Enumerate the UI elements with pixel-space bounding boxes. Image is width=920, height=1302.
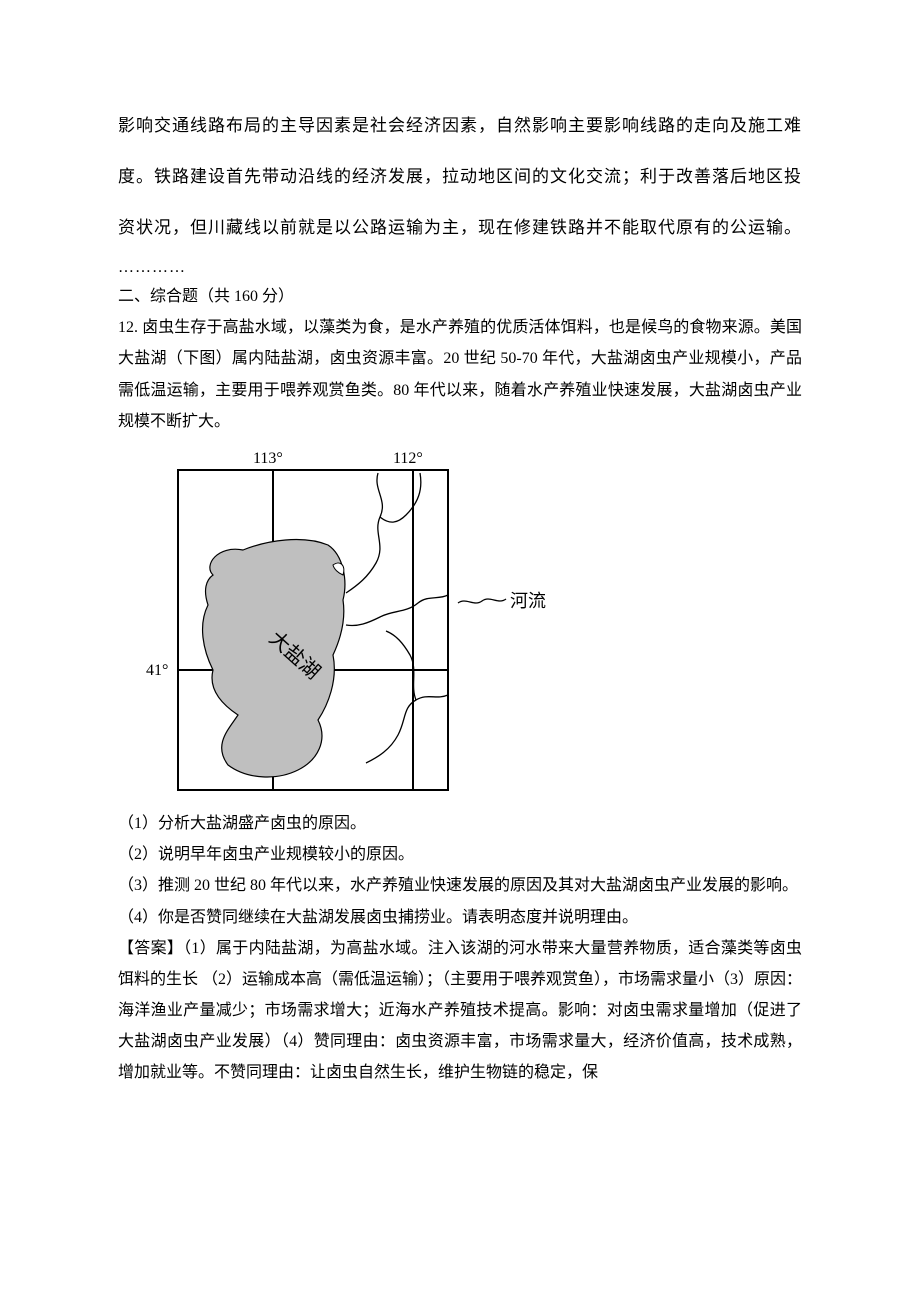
q12-sub3: （3）推测 20 世纪 80 年代以来，水产养殖业快速发展的原因及其对大盐湖卤虫… — [118, 870, 802, 901]
lon-left-label: 113° — [253, 450, 283, 467]
q12-intro: 12. 卤虫生存于高盐水域，以藻类为食，是水产养殖的优质活体饵料，也是候鸟的食物… — [118, 312, 802, 437]
page: 影响交通线路布局的主导因素是社会经济因素，自然影响主要影响线路的走向及施工难度。… — [0, 0, 920, 1149]
lon-right-label: 112° — [393, 450, 423, 467]
q12-sub1: （1）分析大盐湖盛产卤虫的原因。 — [118, 808, 802, 839]
section-heading: 二、综合题（共 160 分） — [118, 281, 802, 312]
q12-sub2: （2）说明早年卤虫产业规模较小的原因。 — [118, 839, 802, 870]
intro-paragraph: 影响交通线路布局的主导因素是社会经济因素，自然影响主要影响线路的走向及施工难度。… — [118, 100, 802, 253]
q12-answer: 【答案】（1）属于内陆盐湖，为高盐水域。注入该湖的河水带来大量营养物质，适合藻类… — [118, 933, 802, 1089]
map-figure: 113° 112° 41° 大盐湖 河流 — [118, 445, 802, 800]
q12-sub4: （4）你是否赞同继续在大盐湖发展卤虫捕捞业。请表明态度并说明理由。 — [118, 902, 802, 933]
legend-river-symbol — [458, 599, 506, 603]
ellipsis-row: ………… — [118, 259, 802, 277]
map-svg: 113° 112° 41° 大盐湖 河流 — [118, 445, 548, 800]
legend-river-label: 河流 — [510, 591, 546, 611]
lat-label: 41° — [146, 662, 168, 679]
